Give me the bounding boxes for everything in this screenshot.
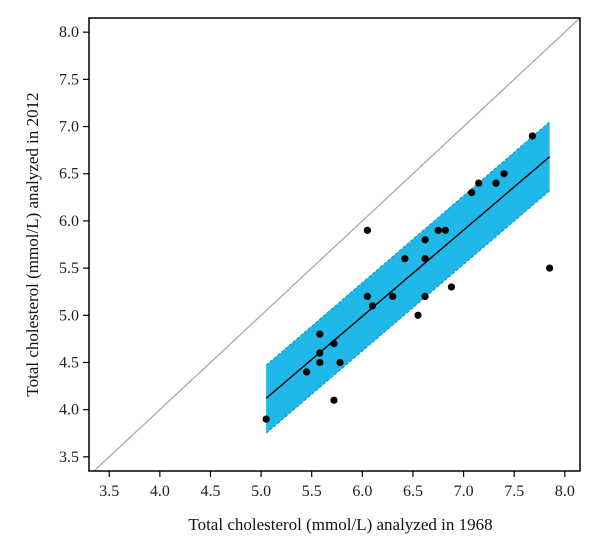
data-point [262,415,270,423]
x-axis-title: Total cholesterol (mmol/L) analyzed in 1… [188,515,492,534]
data-point [330,396,338,404]
data-point [447,283,456,291]
data-point [316,349,324,357]
data-point [492,179,500,187]
y-tick-label: 7.0 [59,119,79,136]
data-point [336,358,344,367]
x-tick-label: 6.5 [403,483,423,500]
y-tick-label: 5.5 [59,260,79,277]
data-point [475,179,483,187]
y-tick-label: 6.5 [59,166,79,183]
x-tick-label: 5.5 [302,483,322,500]
data-point [441,226,449,234]
data-point [421,236,429,244]
x-axis-ticks: 3.5 4.0 4.5 5.0 5.5 6.0 6.5 7.0 7.5 8.0 [99,471,575,500]
data-point [500,170,508,178]
x-tick-label: 6.0 [352,483,372,500]
y-axis-ticks: 3.5 4.0 4.5 5.0 5.5 6.0 6.5 7.0 7.5 8.0 [59,24,89,466]
y-tick-label: 3.5 [59,449,79,466]
x-tick-label: 4.5 [200,483,220,500]
data-point [468,188,476,197]
data-point [363,226,372,234]
x-tick-label: 3.5 [99,483,119,500]
y-tick-label: 8.0 [59,24,79,41]
y-tick-label: 6.0 [59,213,79,230]
points-layer [262,132,554,423]
x-tick-label: 7.5 [504,483,524,500]
y-tick-label: 4.5 [59,354,79,371]
data-point [546,264,554,272]
plot-frame [88,17,581,472]
confidence-band-lower-edge [265,190,550,434]
data-point [414,311,422,319]
y-tick-label: 5.0 [59,307,79,324]
data-point [401,255,409,263]
y-axis-title: Total cholesterol (mmol/L) analyzed in 2… [23,92,42,396]
data-point [528,132,537,140]
data-point [363,292,372,301]
confidence-band-upper-edge [265,121,550,366]
identity-line [93,18,580,471]
data-point [303,368,311,376]
data-point [316,358,324,367]
data-point [330,339,338,348]
x-tick-label: 5.0 [251,483,271,500]
regression-line [265,156,551,399]
x-tick-label: 8.0 [555,483,575,500]
x-tick-label: 7.0 [454,483,474,500]
data-point [389,292,397,301]
data-point [368,302,377,310]
data-point [434,226,442,234]
lines-layer [93,18,580,471]
data-point [316,330,324,338]
y-tick-label: 7.5 [59,71,79,88]
y-tick-label: 4.0 [59,402,79,419]
data-point [421,292,429,301]
x-tick-label: 4.0 [150,483,170,500]
data-point [421,255,429,263]
